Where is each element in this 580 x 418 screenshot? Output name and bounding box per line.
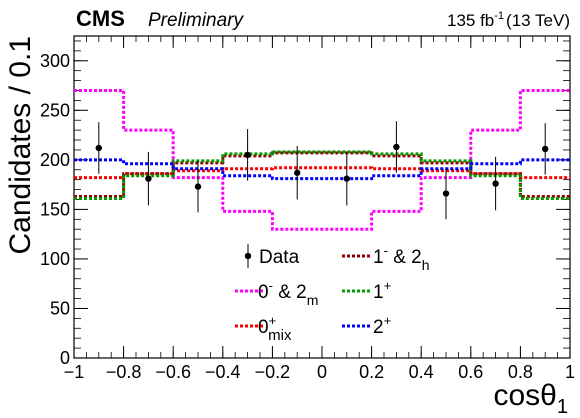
- data-point: [393, 143, 400, 151]
- data-point: [194, 183, 202, 190]
- data-point: [542, 145, 549, 153]
- y-tick-label: 200: [40, 150, 70, 170]
- luminosity-label: 135 fb-1 (13 TeV): [447, 10, 570, 30]
- x-tick-label: −0.6: [155, 362, 191, 382]
- legend-label-data: Data: [259, 247, 300, 268]
- chart-header: CMS Preliminary 135 fb-1 (13 TeV): [76, 6, 570, 31]
- x-tick-label: 0.8: [508, 362, 533, 382]
- x-tick-label: −0.2: [255, 362, 291, 382]
- data-point: [294, 169, 301, 176]
- luminosity-unit-exponent: -1: [494, 10, 504, 22]
- model-histograms: [74, 88, 570, 231]
- legend-label-0minus_2m: 0- & 2m: [258, 278, 318, 308]
- y-tick-label: 0: [60, 348, 70, 368]
- y-tick-label: 300: [40, 51, 70, 71]
- data-point: [492, 180, 499, 187]
- x-tick-label: −1: [64, 362, 85, 382]
- series-line-0minus_2m: [74, 88, 570, 231]
- y-tick-label: 100: [40, 249, 70, 269]
- x-axis-title-text: cosθ: [494, 379, 557, 412]
- data-points: [95, 121, 549, 220]
- x-tick-label: 0.2: [359, 362, 384, 382]
- data-point: [343, 175, 350, 182]
- x-axis-title: cosθ1: [494, 379, 569, 418]
- legend-label-1minus_2h: 1- & 2h: [373, 243, 430, 273]
- x-tick-label: 1: [565, 362, 575, 382]
- x-tick-label: 0: [317, 362, 327, 382]
- data-point: [95, 144, 103, 152]
- x-tick-label: −0.4: [205, 362, 241, 382]
- luminosity-value: 135 fb: [447, 11, 494, 30]
- y-tick-label: 250: [40, 100, 70, 120]
- x-axis-title-subscript: 1: [557, 396, 568, 418]
- x-tick-label: −0.8: [106, 362, 142, 382]
- experiment-label: CMS: [76, 6, 125, 31]
- data-point: [244, 151, 251, 159]
- legend: Data 0- & 2m 0+ mix 1- & 2h 1+ 2+: [235, 243, 430, 344]
- data-point: [145, 175, 152, 182]
- x-tick-label: 0.4: [409, 362, 434, 382]
- data-point: [442, 190, 450, 197]
- y-tick-label: 150: [40, 199, 70, 219]
- y-axis-title: Candidates / 0.1: [4, 36, 37, 254]
- x-axis: −1 −0.8 −0.6 −0.4 −0.2 0 0.2 0.4 0.6 0.8 1: [64, 36, 575, 382]
- status-label: Preliminary: [148, 10, 245, 31]
- x-tick-label: 0.6: [458, 362, 483, 382]
- legend-data-marker: [244, 252, 252, 260]
- series-line-1plus: [74, 150, 570, 200]
- y-tick-label: 50: [50, 298, 70, 318]
- legend-label-1plus: 1+: [373, 278, 391, 303]
- legend-label-2plus: 2+: [373, 313, 391, 338]
- energy-value: (13 TeV): [506, 11, 570, 30]
- legend-label-0mix: 0+ mix: [258, 313, 292, 344]
- series-line-2plus: [74, 158, 570, 181]
